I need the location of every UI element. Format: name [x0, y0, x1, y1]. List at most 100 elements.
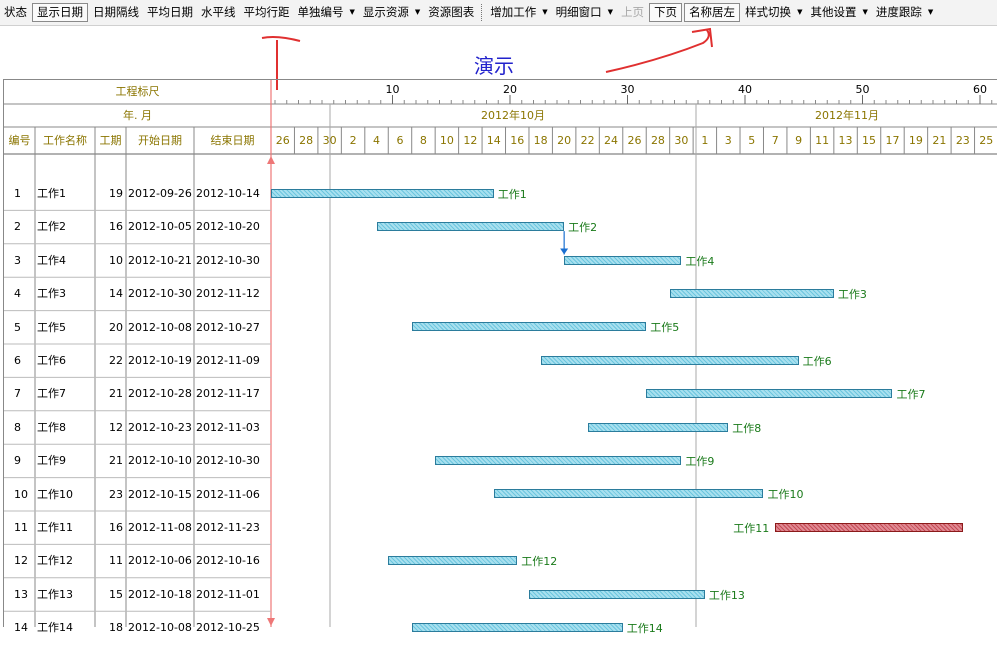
gantt-bar-label: 工作8	[732, 421, 762, 435]
gantt-bar-label: 工作3	[837, 287, 867, 301]
task-id: 5	[14, 320, 21, 334]
task-duration: 12	[109, 420, 123, 434]
yearmonth-label: 年. 月	[123, 109, 152, 122]
toolbar-button-label: 下页	[654, 5, 678, 19]
day-tick-label: 10	[439, 134, 454, 147]
task-duration: 18	[109, 621, 123, 635]
task-id: 3	[14, 253, 21, 267]
day-tick-label: 28	[299, 134, 314, 147]
task-duration: 20	[109, 320, 123, 334]
toolbar-button-2[interactable]: 日期隔线	[89, 3, 143, 22]
day-tick-label: 28	[650, 134, 665, 147]
task-name: 工作8	[37, 420, 66, 434]
task-start: 2012-10-30	[128, 287, 192, 301]
day-tick-label: 24	[604, 134, 619, 147]
toolbar-button-label: 样式切换	[745, 5, 792, 19]
ruler-tick-label: 30	[620, 83, 635, 96]
task-end: 2012-10-25	[196, 621, 260, 635]
toolbar-button-5[interactable]: 平均行距	[240, 3, 294, 22]
task-end: 2012-11-01	[196, 587, 260, 601]
month-label-0: 2012年10月	[481, 109, 545, 122]
task-end: 2012-11-23	[196, 521, 260, 534]
task-start: 2012-10-05	[128, 220, 192, 234]
toolbar-button-14[interactable]: 名称居左	[684, 3, 741, 22]
ruler-tick-label: 50	[855, 83, 870, 96]
gantt-bar[interactable]	[564, 255, 682, 265]
task-name: 工作14	[37, 621, 73, 635]
toolbar-button-label: 状态	[4, 5, 27, 19]
day-tick-label: 25	[979, 134, 994, 147]
task-id: 9	[14, 454, 21, 468]
ruler-tick-label: 40	[738, 83, 752, 96]
gantt-bar[interactable]	[435, 455, 682, 465]
toolbar-button-11[interactable]: 明细窗口 ▼	[552, 3, 617, 22]
toolbar-button-13[interactable]: 下页	[649, 3, 683, 22]
ruler-label: 工程标尺	[115, 85, 160, 98]
gantt-bar[interactable]	[528, 589, 705, 599]
toolbar-button-0[interactable]: 状态	[0, 3, 31, 22]
task-duration: 21	[109, 454, 123, 468]
toolbar-button-17[interactable]: 进度跟踪 ▼	[872, 3, 937, 22]
day-tick-label: 16	[510, 134, 525, 147]
task-duration: 16	[109, 521, 123, 534]
chevron-down-icon: ▼	[349, 8, 355, 16]
gantt-bar-label: 工作4	[685, 254, 715, 268]
gantt-bar[interactable]	[411, 622, 623, 632]
gantt-bar-label: 工作10	[767, 488, 804, 502]
gantt-bar[interactable]	[540, 355, 799, 365]
gantt-bar[interactable]	[411, 322, 647, 332]
gantt-bar-label: 工作14	[626, 621, 663, 635]
task-id: 1	[14, 187, 21, 200]
toolbar-button-4[interactable]: 水平线	[197, 3, 240, 22]
day-tick-label: 8	[419, 134, 427, 147]
gantt-bar[interactable]	[646, 389, 893, 399]
task-id: 13	[14, 587, 28, 601]
gantt-bar[interactable]	[587, 422, 729, 432]
gantt-chart: 工程标尺 年. 月编号 工作名称 工期 开始日期 结束日期 10 20 30 40 50 60 2012…	[3, 79, 997, 635]
column-header-2: 工期	[99, 134, 122, 147]
task-id: 6	[14, 354, 21, 367]
toolbar-button-7[interactable]: 显示资源 ▼	[359, 3, 424, 22]
task-start: 2012-10-28	[128, 387, 192, 401]
task-id: 14	[14, 621, 28, 635]
toolbar-button-3[interactable]: 平均日期	[143, 3, 197, 22]
toolbar-button-1[interactable]: 显示日期	[32, 3, 88, 22]
toolbar-button-6[interactable]: 单独编号 ▼	[294, 3, 359, 22]
task-name: 工作3	[37, 287, 66, 301]
task-end: 2012-10-30	[196, 253, 260, 267]
gantt-bar[interactable]	[388, 556, 518, 566]
task-name: 工作9	[37, 454, 66, 468]
gantt-bar[interactable]	[775, 522, 963, 532]
gantt-bar[interactable]	[376, 222, 565, 232]
toolbar-button-label: 显示资源	[362, 5, 409, 19]
day-tick-label: 9	[795, 134, 803, 147]
toolbar-button-10[interactable]: 增加工作 ▼	[486, 3, 551, 22]
toolbar-button-label: 资源图表	[428, 5, 475, 19]
toolbar-button-16[interactable]: 其他设置 ▼	[806, 3, 871, 22]
task-id: 11	[14, 521, 28, 534]
toolbar-button-12[interactable]: 上页	[617, 3, 648, 22]
gantt-bar[interactable]	[493, 489, 764, 499]
day-tick-label: 19	[908, 134, 923, 147]
toolbar-button-label: 平均日期	[147, 5, 193, 19]
gantt-bar-label: 工作12	[521, 555, 558, 569]
task-id: 2	[14, 220, 21, 234]
column-header-1: 工作名称	[43, 134, 87, 147]
gantt-bar[interactable]	[669, 288, 834, 298]
gantt-bar[interactable]	[271, 188, 494, 198]
task-duration: 23	[109, 487, 123, 501]
day-tick-label: 11	[815, 134, 830, 147]
toolbar-button-label: 名称居左	[689, 5, 736, 19]
dependency-arrow	[560, 248, 569, 255]
day-tick-label: 4	[373, 134, 381, 147]
task-start: 2012-11-08	[128, 521, 192, 534]
toolbar-separator	[481, 4, 483, 21]
column-header-3: 开始日期	[138, 134, 182, 147]
ruler-tick-label: 10	[385, 83, 400, 96]
gantt-grid	[4, 80, 997, 627]
task-start: 2012-10-15	[128, 487, 192, 501]
day-tick-label: 15	[862, 134, 876, 147]
toolbar-button-8[interactable]: 资源图表	[424, 3, 478, 22]
day-tick-label: 2	[349, 134, 357, 147]
toolbar-button-15[interactable]: 样式切换 ▼	[741, 3, 806, 22]
